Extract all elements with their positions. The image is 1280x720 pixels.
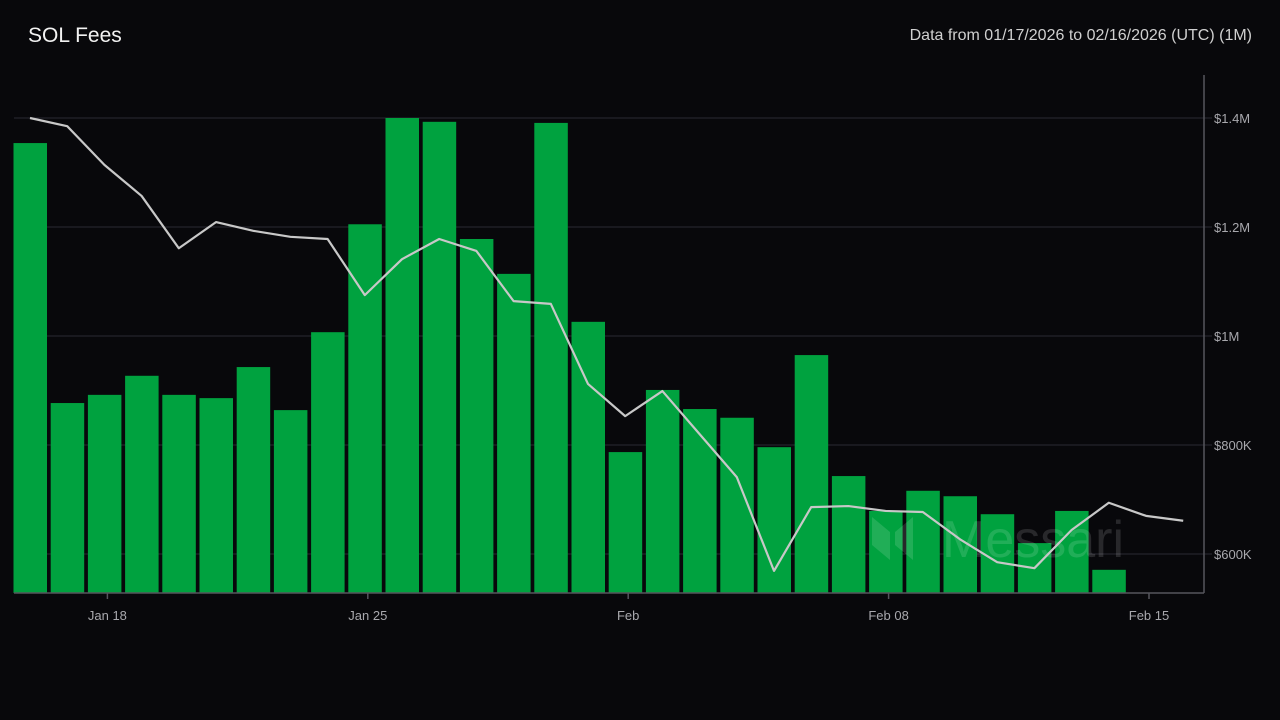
bar [608, 452, 643, 593]
messari-watermark: Messari [872, 511, 1124, 569]
bar [125, 375, 159, 593]
bar [571, 321, 605, 593]
bar [273, 410, 308, 593]
x-tick-label: Jan 25 [348, 608, 387, 623]
y-tick-label: $1M [1214, 329, 1239, 344]
bar [534, 122, 568, 593]
x-tick-label: Jan 18 [88, 608, 127, 623]
watermark-text: Messari [942, 511, 1124, 569]
x-tick-label: Feb 08 [868, 608, 908, 623]
x-tick-label: Feb 15 [1129, 608, 1169, 623]
bar [645, 389, 680, 593]
messari-logo-icon [872, 517, 913, 560]
bar [199, 398, 233, 593]
bar [497, 273, 531, 593]
bar [1055, 510, 1089, 593]
bar [50, 403, 85, 593]
bar [869, 510, 903, 593]
bar [943, 496, 977, 593]
bar [831, 476, 866, 593]
bar [906, 490, 940, 593]
bar [794, 355, 829, 593]
moving-average-line [29, 116, 1184, 572]
bar [683, 409, 717, 593]
bar [980, 514, 1015, 593]
bar [236, 367, 271, 593]
x-tick-label: Feb [617, 608, 639, 623]
bar [162, 394, 196, 593]
bar [348, 224, 382, 593]
bar [13, 143, 47, 593]
y-tick-label: $1.4M [1214, 111, 1250, 126]
bar [385, 118, 419, 593]
y-tick-label: $800K [1214, 438, 1252, 453]
bar [87, 394, 122, 593]
bar [459, 238, 494, 594]
bar [311, 332, 345, 593]
bar [1092, 569, 1126, 593]
y-tick-label: $1.2M [1214, 220, 1250, 235]
date-range: Data from 01/17/2026 to 02/16/2026 (UTC)… [909, 27, 1252, 44]
chart-title: SOL Fees [28, 24, 122, 47]
y-tick-label: $600K [1214, 547, 1252, 562]
bar [422, 121, 457, 593]
